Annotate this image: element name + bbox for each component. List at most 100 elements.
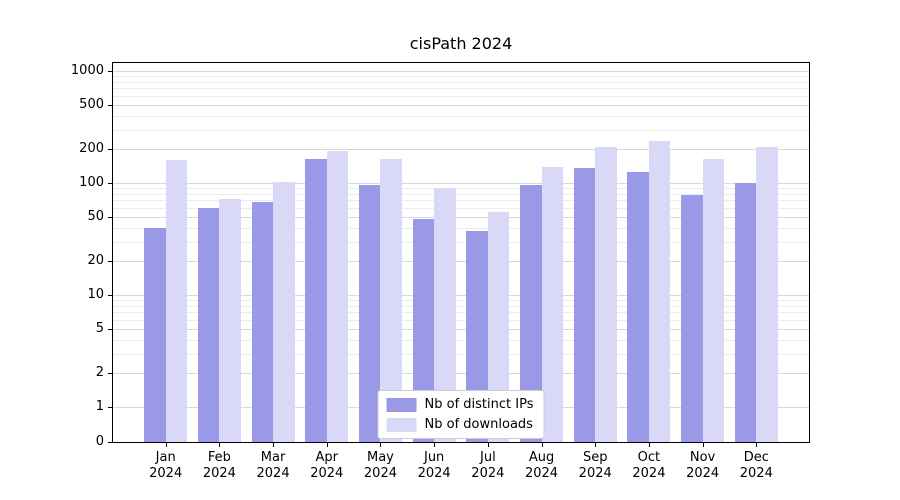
bar-distinct-ips [573, 168, 596, 442]
gridline-minor [112, 305, 810, 307]
legend-swatch-downloads [386, 417, 417, 432]
y-tick-mark [108, 442, 112, 443]
y-tick-mark [108, 373, 112, 375]
y-tick-label: 20 [87, 253, 104, 269]
legend-swatch-distinct-ips [386, 397, 417, 412]
x-tick-mark [648, 443, 650, 447]
bar-distinct-ips [681, 195, 703, 442]
gridline-minor [112, 188, 810, 190]
axis-spine-left [112, 62, 113, 443]
x-tick-label: Apr 2024 [310, 450, 344, 481]
x-tick-label: Aug 2024 [524, 450, 559, 481]
bar-distinct-ips [197, 207, 220, 442]
gridline-major [112, 328, 810, 330]
x-tick-label: May 2024 [363, 450, 397, 481]
bar-downloads [648, 141, 671, 442]
gridline-minor [112, 300, 810, 302]
x-tick-mark [541, 443, 543, 447]
bar-distinct-ips [305, 158, 327, 442]
gridline-major [112, 149, 810, 151]
gridline-minor [112, 115, 810, 117]
y-tick-mark [108, 71, 112, 72]
x-tick-label: Dec 2024 [739, 450, 773, 481]
y-tick-mark [108, 149, 112, 151]
x-tick-mark [595, 443, 597, 447]
gridline-minor [112, 353, 810, 355]
bar-distinct-ips [412, 218, 435, 442]
gridline-minor [112, 193, 810, 195]
y-tick-label: 100 [79, 175, 104, 190]
bar-distinct-ips [251, 201, 274, 442]
gridline-major [112, 261, 810, 263]
gridline-minor [112, 227, 810, 229]
axis-spine-right [809, 62, 810, 443]
gridline-minor [112, 312, 810, 314]
x-tick-label: Mar 2024 [256, 450, 290, 481]
bar-downloads [756, 146, 778, 442]
chart-title: cisPath 2024 [409, 34, 513, 53]
gridline-minor [112, 200, 810, 202]
y-tick-mark [108, 407, 112, 408]
x-tick-mark [756, 443, 758, 447]
gridline-minor [112, 76, 810, 78]
y-tick-label: 2 [95, 365, 104, 381]
x-tick-label: Jan 2024 [149, 450, 183, 481]
bar-distinct-ips [144, 227, 166, 442]
bar-downloads [165, 160, 188, 442]
y-tick-label: 500 [79, 96, 104, 112]
bar-downloads [702, 158, 725, 442]
bar-distinct-ips [358, 185, 381, 442]
y-tick-mark [108, 183, 112, 184]
y-tick-label: 5 [95, 320, 104, 336]
bar-distinct-ips [734, 183, 757, 442]
x-tick-mark [380, 443, 382, 447]
gridline-major [112, 216, 810, 218]
gridline-major [112, 183, 810, 184]
bar-downloads [380, 158, 402, 442]
y-tick-mark [108, 104, 112, 106]
y-tick-mark [108, 216, 112, 218]
x-tick-label: Nov 2024 [686, 450, 720, 481]
y-tick-mark [108, 328, 112, 330]
bar-distinct-ips [627, 172, 649, 442]
gridline-major [112, 71, 810, 72]
axis-spine-top [112, 62, 810, 63]
bar-downloads [326, 150, 349, 442]
y-tick-label: 200 [79, 141, 104, 157]
legend-item-downloads: Nb of downloads [386, 417, 534, 432]
bar-distinct-ips [520, 185, 542, 442]
gridline-minor [112, 241, 810, 243]
bar-downloads [541, 166, 563, 442]
bar-downloads [219, 198, 241, 442]
y-tick-label: 0 [95, 434, 104, 449]
gridline-minor [112, 207, 810, 209]
x-tick-label: Oct 2024 [632, 450, 666, 481]
x-tick-label: Feb 2024 [202, 450, 236, 481]
x-tick-label: Jul 2024 [471, 450, 505, 481]
x-tick-mark [434, 443, 436, 447]
gridline-minor [112, 88, 810, 90]
bar-distinct-ips [466, 231, 488, 442]
x-tick-mark [219, 443, 221, 447]
legend-label-distinct-ips: Nb of distinct IPs [424, 397, 534, 412]
bar-downloads [434, 188, 456, 442]
y-tick-label: 1 [95, 399, 104, 414]
x-tick-mark [165, 443, 167, 447]
legend-item-distinct-ips: Nb of distinct IPs [386, 397, 534, 412]
legend: Nb of distinct IPs Nb of downloads [377, 390, 545, 439]
x-tick-mark [702, 443, 704, 447]
y-tick-mark [108, 295, 112, 296]
gridline-major [112, 104, 810, 106]
x-tick-mark [273, 443, 275, 447]
gridline-minor [112, 95, 810, 97]
axis-spine-bottom [112, 442, 810, 443]
bar-downloads [595, 146, 617, 442]
gridline-minor [112, 319, 810, 321]
gridline-minor [112, 129, 810, 131]
gridline-minor [112, 339, 810, 341]
x-tick-mark [487, 443, 489, 447]
y-tick-mark [108, 261, 112, 263]
x-tick-label: Jun 2024 [417, 450, 451, 481]
legend-label-downloads: Nb of downloads [424, 417, 533, 432]
bar-downloads [487, 212, 510, 442]
